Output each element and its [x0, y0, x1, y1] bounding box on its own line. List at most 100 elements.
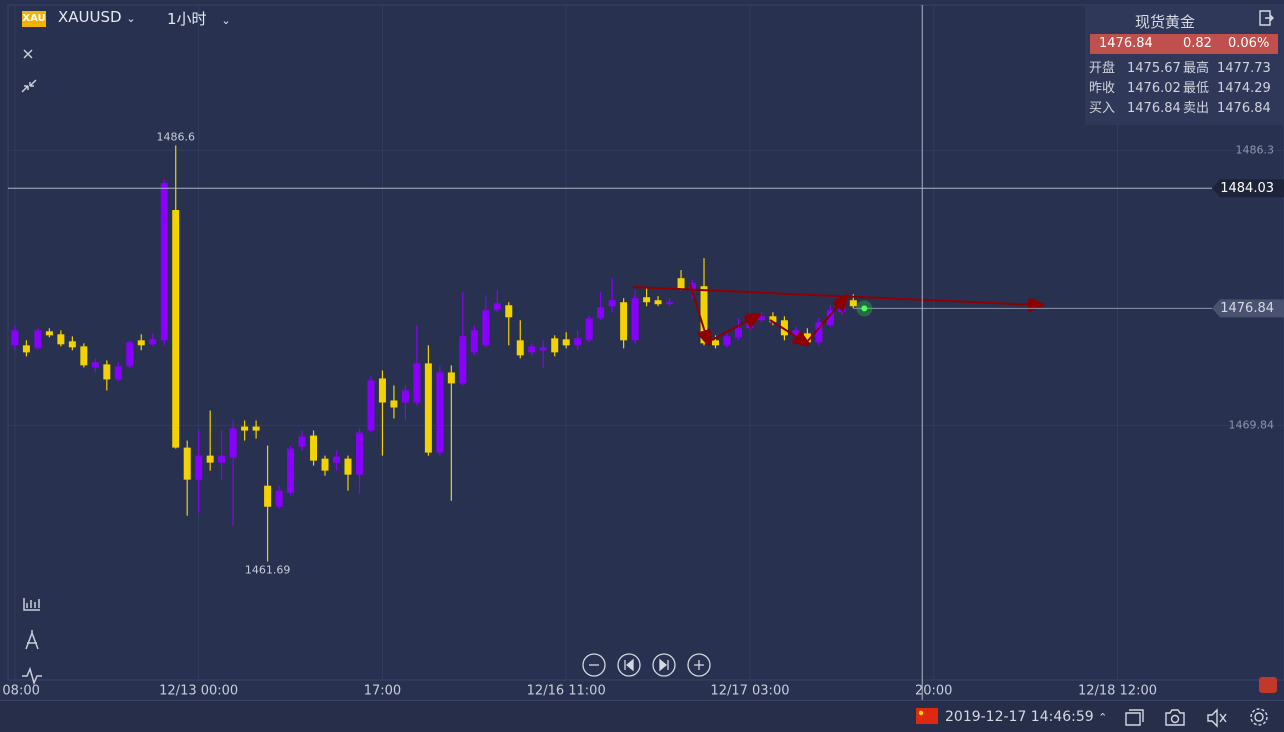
candle-body [689, 283, 697, 291]
candle-body [252, 426, 260, 431]
quote-label: 卖出 [1183, 101, 1210, 116]
x-tick-label: 12/16 11:00 [527, 684, 606, 699]
candle-body [608, 300, 616, 307]
x-tick-label: 17:00 [364, 684, 401, 699]
candle-body [241, 426, 249, 431]
exit-icon[interactable] [1257, 9, 1275, 27]
quote-title: 现货黄金 [1134, 13, 1195, 31]
quote-label: 最高 [1183, 61, 1210, 76]
chart: 2 08:00 12/13 00:00 17:00 12/16 11:00 12/17 … [0, 4, 1284, 700]
screenshot-lens [1170, 714, 1180, 724]
candle-body [103, 364, 111, 380]
quote-row: 昨收 1476.02 最低 1474.29 [1089, 77, 1273, 96]
x-tick-label: 2 08:00 [0, 684, 40, 699]
candle-body [516, 340, 524, 356]
candle-body [321, 458, 329, 471]
zigzag-arrow[interactable] [689, 283, 708, 342]
symbol-selector[interactable]: XAUUSD ⌄ [58, 8, 136, 26]
screenshot-icon[interactable] [1165, 709, 1185, 726]
left-toolbar [21, 49, 42, 686]
candle-body [45, 331, 53, 336]
candle-body [390, 400, 398, 408]
candle-body [195, 455, 203, 480]
interval-selector[interactable]: 1小时 ⌄ [167, 8, 231, 29]
candle-body [493, 303, 501, 311]
datetime-text: 2019-12-17 14:46:59 [945, 709, 1094, 725]
candle-body [826, 310, 834, 326]
candle-body [459, 336, 467, 384]
status-icons [1125, 708, 1268, 728]
settings-icon[interactable] [1254, 712, 1264, 722]
candle-body [57, 334, 65, 345]
candle-body [11, 330, 19, 346]
zigzag-arrow[interactable] [769, 319, 806, 343]
candle-body [172, 210, 180, 448]
mute-icon[interactable] [1207, 708, 1227, 728]
candle-body [160, 182, 168, 341]
quote-change-pct: 0.06% [1228, 36, 1270, 51]
candle-body [401, 390, 409, 403]
candle-body [80, 346, 88, 366]
candle-body [137, 340, 145, 346]
quote-row: 买入 1476.84 卖出 1476.84 [1089, 97, 1273, 116]
quote-label: 最低 [1183, 81, 1210, 96]
quote-value: 1476.02 [1127, 81, 1181, 96]
indicator-icon[interactable] [23, 598, 40, 611]
candle-body [298, 436, 306, 447]
symbol: XAUUSD [58, 8, 122, 26]
candle-body [562, 339, 570, 346]
candle-body [470, 330, 478, 353]
x-tick-label: 12/13 00:00 [159, 684, 238, 699]
quote-price: 1476.84 [1099, 36, 1153, 51]
candle-body [229, 428, 237, 458]
candle-body [757, 316, 765, 321]
candle-body [677, 278, 685, 290]
quote-panel: 现货黄金 1476.84 0.82 0.06% 开盘 1475.67 最高 1477.… [1085, 5, 1284, 125]
candle-body [539, 347, 547, 351]
quote-change: 0.82 [1183, 36, 1212, 51]
candle-body [734, 328, 742, 338]
candle-body [218, 455, 226, 463]
quote-value: 1476.84 [1127, 101, 1181, 116]
candle-body [585, 318, 593, 341]
alert-icon[interactable] [1259, 677, 1277, 693]
zigzag-arrow[interactable] [707, 316, 757, 343]
quote-value: 1476.84 [1217, 101, 1271, 116]
candle-body [712, 340, 720, 346]
candle-body [528, 346, 536, 353]
candle-body [769, 316, 777, 323]
zigzag-arrow[interactable] [805, 298, 845, 344]
collapse-icon[interactable] [21, 79, 37, 93]
candle-body [149, 339, 157, 345]
candle-body [413, 363, 421, 403]
low-label: 1461.69 [245, 564, 291, 577]
zoom-controls [582, 653, 711, 677]
candle-body [378, 378, 386, 403]
dropdown-arrow: ⌄ [126, 12, 136, 25]
candle-body [436, 372, 444, 453]
candle-body [482, 310, 490, 346]
quote-row: 开盘 1475.67 最高 1477.73 [1089, 57, 1273, 76]
candle-body [643, 297, 651, 303]
high-label: 1486.6 [156, 130, 195, 143]
candle-body [34, 330, 42, 349]
close-icon[interactable] [23, 49, 33, 59]
candle-body [620, 302, 628, 341]
windows-icon[interactable] [1125, 709, 1144, 726]
y-tick-label: 1469.84 [1229, 418, 1275, 431]
quote-value: 1474.29 [1217, 81, 1271, 96]
candle-body [344, 458, 352, 475]
candle-body [447, 372, 455, 384]
candle-body [700, 286, 708, 344]
settings-gear [1250, 708, 1268, 726]
candle-body [206, 455, 214, 463]
draw-icon[interactable] [25, 630, 39, 650]
last-price-tag [1212, 299, 1284, 318]
symbol-logo: XAU [22, 11, 46, 27]
wave-icon[interactable] [22, 666, 42, 686]
crosshair-tag [1212, 179, 1284, 198]
plot-area [7, 4, 1284, 681]
x-tick-label: 12/17 03:00 [710, 684, 789, 699]
candle-body [424, 363, 432, 453]
